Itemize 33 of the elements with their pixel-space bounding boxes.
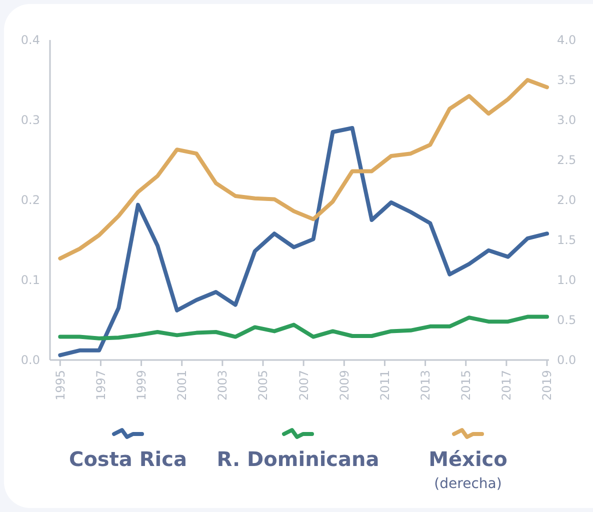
y2-tick-label: 2.5 (557, 153, 576, 168)
x-tick-label: 2015 (459, 370, 474, 401)
x-tick-label: 2011 (378, 370, 392, 401)
y2-tick-label: 0.0 (557, 353, 576, 368)
line-series (58, 314, 549, 340)
x-tick-label: 1997 (94, 370, 108, 401)
y2-tick-label: 1.5 (557, 233, 576, 248)
y-tick-label: 0.2 (20, 193, 40, 208)
x-tick-label: 2001 (175, 370, 190, 401)
x-tick-label: 2009 (337, 370, 352, 401)
legend-label: México (derecha) (428, 447, 508, 492)
line-series (58, 78, 549, 260)
legend-label: R. Dominicana (216, 447, 380, 471)
y-tick-label: 0.3 (20, 113, 40, 128)
y2-tick-label: 1.0 (557, 273, 576, 288)
y-tick-label: 0.1 (20, 273, 40, 288)
x-tick-label: 1999 (134, 370, 148, 401)
y2-tick-label: 4.0 (557, 33, 576, 48)
legend-label: Costa Rica (69, 447, 187, 471)
x-tick-label: 2019 (540, 370, 554, 401)
x-tick-label: 1995 (53, 370, 68, 401)
y-tick-label: 0.4 (20, 33, 40, 48)
x-tick-label: 2007 (296, 370, 311, 401)
x-tick-label: 2017 (500, 370, 514, 401)
line-series (58, 126, 549, 358)
y2-tick-label: 0.5 (557, 313, 576, 328)
x-tick-label: 2013 (418, 370, 432, 401)
y2-tick-label: 3.5 (557, 73, 576, 88)
y2-tick-label: 3.0 (557, 113, 576, 128)
y-tick-label: 0.0 (20, 353, 40, 368)
x-tick-label: 2005 (256, 370, 270, 401)
x-tick-label: 2003 (216, 370, 230, 401)
y2-tick-label: 2.0 (557, 193, 576, 208)
